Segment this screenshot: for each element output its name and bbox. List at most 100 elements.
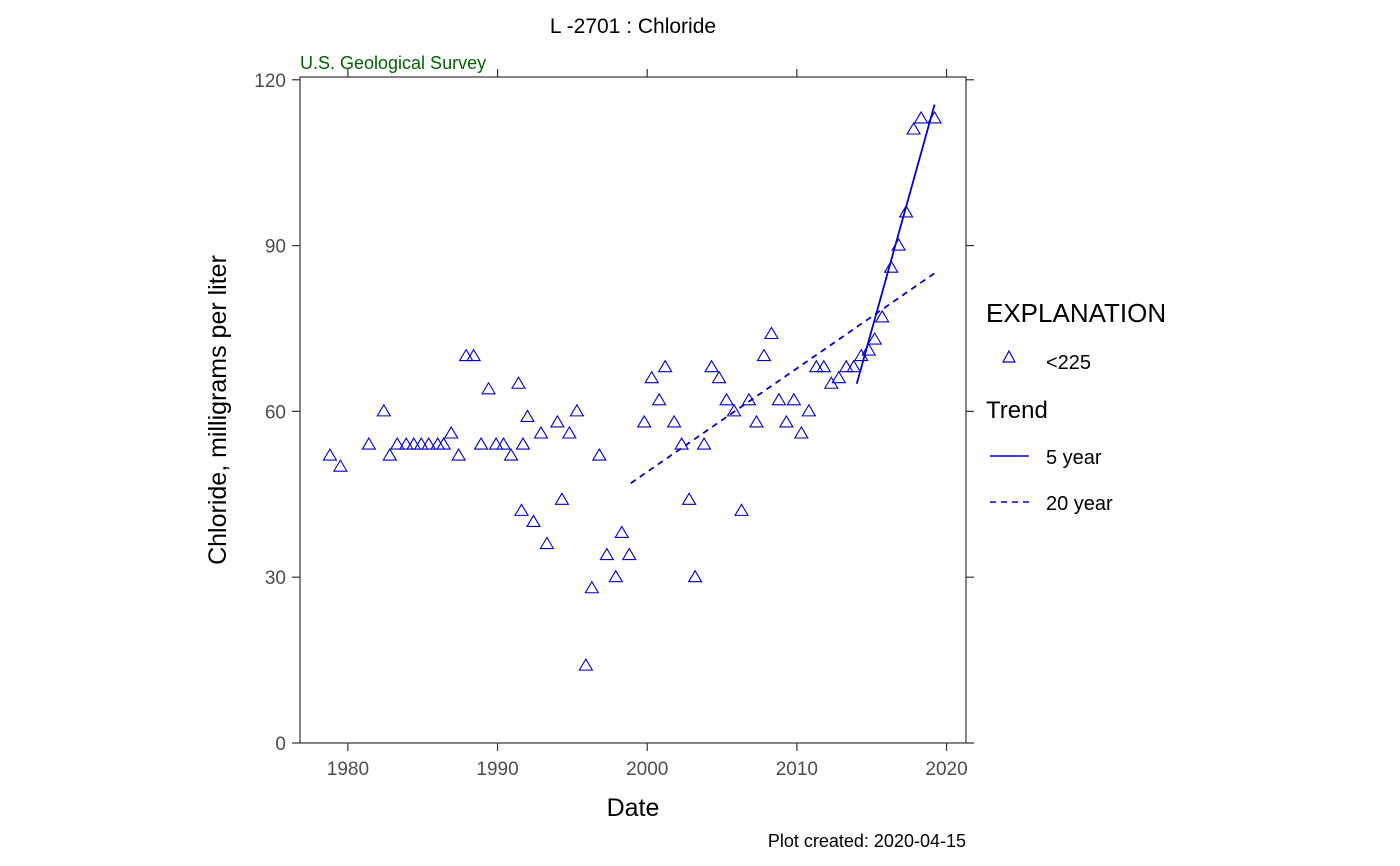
data-point-triangle bbox=[657, 359, 673, 373]
data-point-triangle bbox=[533, 425, 549, 439]
data-point-triangle bbox=[831, 370, 847, 384]
data-point-triangle bbox=[704, 359, 720, 373]
legend-item-label: 20 year bbox=[1046, 493, 1113, 515]
data-point-triangle bbox=[520, 409, 535, 422]
data-point-triangle bbox=[398, 436, 414, 450]
data-point-triangle bbox=[503, 448, 519, 461]
legend-item-label: <225 bbox=[1046, 352, 1091, 374]
data-point-triangle bbox=[786, 392, 802, 406]
data-point-triangle bbox=[421, 436, 437, 450]
x-tick-label: 2010 bbox=[776, 759, 818, 780]
data-point-triangle bbox=[838, 359, 854, 373]
data-point-triangle bbox=[451, 448, 467, 461]
data-point-triangle bbox=[389, 436, 405, 450]
data-point-triangle bbox=[793, 425, 809, 439]
data-point-triangle bbox=[891, 237, 907, 251]
data-point-triangle bbox=[846, 359, 862, 373]
plot-frame bbox=[299, 76, 967, 744]
y-tick-label: 90 bbox=[265, 237, 286, 258]
data-point-triangle bbox=[801, 403, 817, 417]
data-point-triangle bbox=[867, 331, 883, 345]
data-point-triangle bbox=[749, 414, 764, 428]
data-point-triangle bbox=[361, 436, 377, 450]
y-axis-label: Chloride, milligrams per liter bbox=[204, 255, 232, 565]
x-tick-label: 2000 bbox=[626, 759, 668, 780]
x-tick-label: 1980 bbox=[327, 759, 369, 780]
data-point-triangle bbox=[458, 348, 474, 362]
y-tick-label: 120 bbox=[254, 71, 286, 92]
data-point-triangle bbox=[874, 309, 890, 323]
data-point-triangle bbox=[816, 359, 832, 373]
data-point-triangle bbox=[382, 448, 398, 461]
legend-marker-triangle bbox=[1001, 349, 1017, 363]
x-axis: 1980 1990 2000 2010 2020 bbox=[327, 69, 968, 780]
data-point-triangle bbox=[741, 392, 757, 406]
data-point-triangle bbox=[539, 536, 555, 550]
legend-title: EXPLANATION bbox=[986, 298, 1166, 328]
data-point-triangle bbox=[734, 503, 749, 516]
data-point-triangle bbox=[644, 370, 660, 384]
data-point-triangle bbox=[488, 436, 504, 450]
legend-trend-title: Trend bbox=[986, 397, 1048, 424]
chart-title: L -2701 : Chloride bbox=[550, 15, 716, 38]
data-point-triangle bbox=[861, 343, 877, 356]
data-point-triangle bbox=[554, 492, 570, 505]
y-tick-label: 30 bbox=[265, 568, 286, 589]
data-point-triangle bbox=[591, 448, 607, 461]
data-point-triangle bbox=[726, 403, 742, 417]
x-tick-label: 2020 bbox=[925, 759, 967, 780]
data-point-triangle bbox=[666, 414, 682, 428]
data-point-triangle bbox=[332, 459, 348, 472]
data-point-triangle bbox=[808, 359, 824, 373]
data-point-triangle bbox=[898, 204, 914, 218]
data-point-triangle bbox=[569, 403, 585, 417]
data-point-triangle bbox=[599, 547, 615, 561]
data-point-triangle bbox=[514, 503, 529, 516]
data-point-triangle bbox=[883, 260, 899, 273]
data-point-triangle bbox=[473, 436, 489, 450]
data-point-triangle bbox=[406, 436, 422, 450]
y-tick-label: 60 bbox=[265, 402, 286, 423]
data-point-triangle bbox=[687, 569, 703, 583]
data-point-triangle bbox=[696, 436, 712, 450]
data-point-triangle bbox=[636, 414, 652, 428]
data-point-triangle bbox=[614, 525, 630, 539]
trend-line-20-year bbox=[630, 272, 936, 484]
y-tick-label: 0 bbox=[275, 734, 286, 755]
data-point-triangle bbox=[584, 580, 600, 594]
data-point-triangle bbox=[376, 403, 392, 417]
data-point-triangle bbox=[561, 425, 577, 439]
plot-created-caption: Plot created: 2020-04-15 bbox=[768, 831, 966, 851]
data-point-triangle bbox=[778, 414, 794, 428]
chart-subtitle: U.S. Geological Survey bbox=[300, 53, 486, 73]
plot-area bbox=[322, 104, 943, 671]
data-point-triangle bbox=[481, 381, 497, 395]
data-point-triangle bbox=[466, 348, 482, 362]
data-point-triangle bbox=[756, 348, 772, 362]
data-point-triangle bbox=[719, 392, 735, 406]
data-point-triangle bbox=[526, 514, 541, 527]
data-point-triangle bbox=[443, 425, 459, 439]
data-point-triangle bbox=[771, 392, 787, 406]
data-point-triangle bbox=[651, 392, 667, 406]
data-point-triangle bbox=[436, 436, 452, 450]
data-point-triangle bbox=[674, 436, 690, 450]
data-point-triangle bbox=[608, 569, 624, 583]
data-point-triangle bbox=[913, 110, 929, 124]
x-tick-label: 1990 bbox=[476, 759, 518, 780]
data-point-triangle bbox=[906, 121, 922, 135]
data-point-triangle bbox=[621, 547, 637, 561]
legend-item-label: 5 year bbox=[1046, 447, 1102, 469]
data-point-triangle bbox=[322, 448, 338, 461]
data-point-triangle bbox=[578, 658, 594, 671]
data-point-triangle bbox=[511, 376, 526, 389]
data-point-triangle bbox=[681, 492, 697, 505]
legend: EXPLANATION <225 Trend 5 year 20 year bbox=[986, 298, 1166, 515]
data-point-triangle bbox=[763, 326, 779, 340]
data-point-triangle bbox=[549, 414, 565, 428]
data-point-triangle bbox=[711, 370, 727, 384]
data-point-triangle bbox=[496, 436, 512, 450]
x-axis-label: Date bbox=[607, 794, 660, 822]
data-point-triangle bbox=[413, 436, 429, 450]
